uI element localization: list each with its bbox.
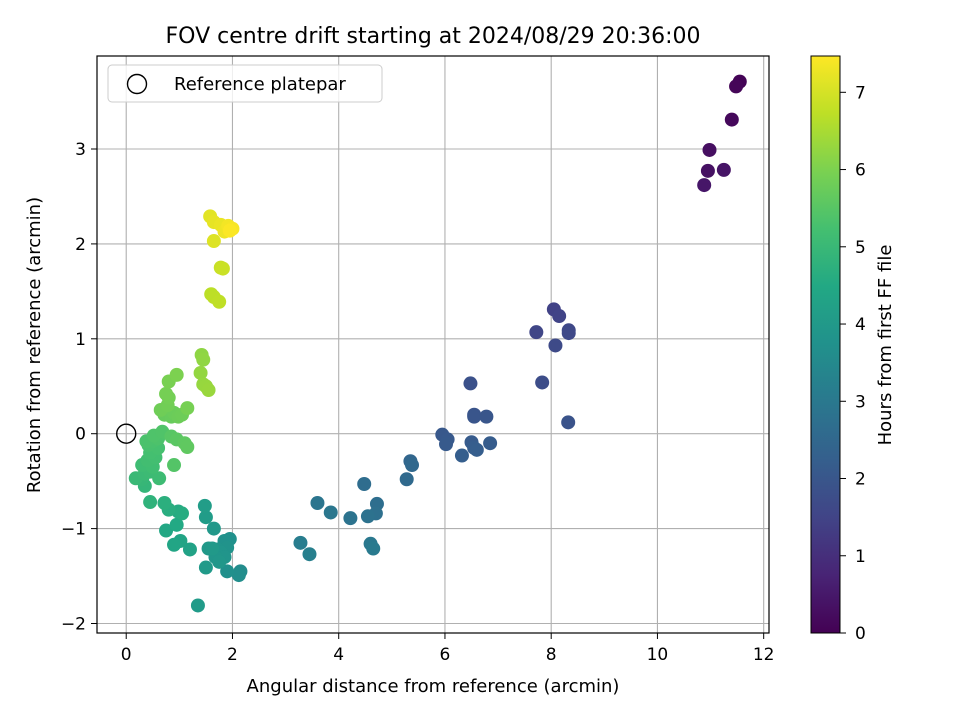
data-point [323,505,338,520]
y-tick-label: 1 [75,330,86,350]
x-axis-ticks: 0 2 4 6 8 10 12 [121,633,775,665]
x-tick-label: 6 [440,645,451,665]
data-point [198,560,213,575]
y-tick-label: 0 [75,425,86,445]
colorbar-tick-label: 2 [855,470,866,490]
colorbar-ticks: 0 1 2 3 4 5 6 7 [840,83,866,644]
reference-marker [116,423,137,444]
data-point [198,510,213,525]
data-point [467,409,482,424]
data-point [469,442,484,457]
chart-title: FOV centre drift starting at 2024/08/29 … [166,24,701,49]
data-point [206,521,221,536]
legend: Reference platepar [107,64,383,103]
y-axis-ticks: −2 −1 0 1 2 3 [61,140,97,635]
colorbar-tick-label: 3 [855,392,866,412]
data-point [180,401,195,416]
data-point [174,506,189,521]
data-point [201,383,216,398]
data-point [167,458,182,473]
grid-lines [97,56,769,633]
data-point [159,523,174,538]
data-point [343,511,358,526]
data-point [700,163,715,178]
plot-frame [96,55,770,634]
data-point [222,223,237,238]
data-point [196,352,211,367]
data-point [535,375,550,390]
data-point [197,498,212,513]
x-tick-label: 0 [121,645,132,665]
colorbar-tick-label: 4 [855,315,866,335]
data-points [128,74,747,613]
data-point [439,437,454,452]
data-point [729,79,744,94]
x-tick-label: 2 [227,645,238,665]
colorbar-tick-label: 0 [855,624,866,644]
data-point [724,112,739,127]
data-point [529,325,544,340]
data-point [454,448,469,463]
data-point [231,568,246,583]
data-point [552,309,567,324]
data-point [697,178,712,193]
colorbar-label: Hours from first FF file [875,245,896,446]
data-point [152,471,167,486]
y-tick-label: 2 [75,235,86,255]
data-point [169,517,184,532]
data-point [157,495,172,510]
data-point [310,495,325,510]
x-tick-label: 8 [546,645,557,665]
x-axis-label: Angular distance from reference (arcmin) [247,676,620,697]
data-point [483,436,498,451]
data-point [212,294,227,309]
data-point [302,547,317,562]
data-point [561,326,576,341]
legend-box [107,64,383,103]
y-tick-label: −1 [61,520,86,540]
data-point [220,564,235,579]
colorbar [810,55,841,634]
data-point [463,376,478,391]
x-tick-label: 4 [333,645,344,665]
data-point [167,537,182,552]
y-tick-label: 3 [75,140,86,160]
data-point [205,541,220,556]
data-point [193,365,208,380]
legend-marker [126,73,148,95]
colorbar-tick-label: 1 [855,547,866,567]
data-point [366,541,381,556]
data-point [182,542,197,557]
data-point [212,554,227,569]
colorbar-tick-label: 6 [855,161,866,181]
data-point [357,477,372,492]
data-point [716,162,731,177]
data-point [143,495,158,510]
data-point [702,142,717,157]
x-tick-label: 10 [647,645,669,665]
y-axis-label: Rotation from reference (arcmin) [24,197,45,493]
data-point [293,535,308,550]
data-point [206,234,221,249]
data-point [548,338,563,353]
data-point [399,472,414,487]
data-point [190,598,205,613]
data-point [405,458,420,473]
data-point [215,261,230,276]
colorbar-tick-label: 7 [855,83,866,103]
colorbar-tick-label: 5 [855,238,866,258]
data-point [180,439,195,454]
data-point [479,409,494,424]
data-point [561,415,576,430]
y-tick-label: −2 [61,615,86,635]
x-tick-label: 12 [753,645,775,665]
data-point [360,509,375,524]
data-point [159,386,174,401]
legend-entry: Reference platepar [174,74,346,95]
data-point [169,367,184,382]
reference-point [116,423,137,444]
